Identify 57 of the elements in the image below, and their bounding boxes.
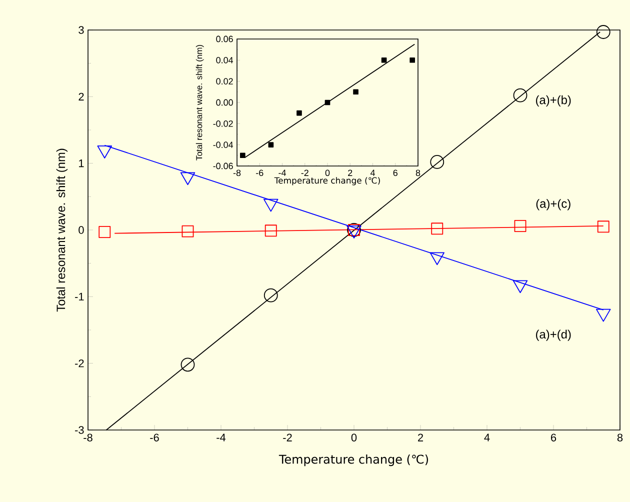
point — [264, 224, 277, 237]
x-axis-title: Temperature change (℃) — [274, 177, 380, 186]
y-tick-label: 0 — [78, 226, 84, 234]
text: (a)+(d) — [536, 330, 571, 341]
x-axis-title: Temperature change (℃) — [278, 454, 428, 466]
point — [410, 57, 415, 63]
x-tick-label: -6 — [150, 434, 159, 442]
point — [430, 155, 444, 169]
x-tick-label: 8 — [617, 434, 623, 442]
x-tick-label: 2 — [418, 434, 423, 442]
point — [353, 89, 358, 95]
x-tick-label: 0 — [351, 434, 357, 442]
point — [597, 220, 610, 233]
point — [596, 25, 610, 39]
x-tick-label: -2 — [301, 170, 308, 176]
point — [240, 152, 246, 158]
x-tick-label: 8 — [416, 170, 420, 176]
x-tick-label: -4 — [278, 170, 286, 176]
y-tick-label: 1 — [79, 160, 84, 168]
point — [513, 88, 528, 102]
y-tick-label: 2 — [78, 92, 84, 100]
point — [381, 57, 387, 63]
x-tick-label: -6 — [256, 170, 264, 176]
y-tick-label: -0.04 — [213, 142, 234, 148]
y-tick-label: 0.04 — [216, 56, 234, 64]
x-tick-label: 6 — [551, 434, 556, 442]
y-tick-label: -3 — [75, 426, 84, 434]
x-tick-label: 6 — [393, 170, 398, 176]
y-tick-label: 0.00 — [216, 99, 233, 106]
series-label: (a)+(b) — [536, 95, 571, 107]
y-tick-label: -0.06 — [213, 162, 233, 170]
y-tick-label: 0.06 — [216, 36, 233, 42]
point — [268, 142, 274, 148]
point — [182, 225, 194, 238]
point — [264, 288, 278, 302]
x-tick-label: -2 — [283, 434, 292, 442]
point — [514, 220, 526, 232]
point — [431, 222, 444, 235]
x-tick-label: -4 — [216, 434, 226, 442]
y-tick-label: 3 — [78, 26, 84, 34]
y-axis-title: Total resonant wave. shift (nm) — [56, 148, 68, 312]
point — [98, 226, 111, 238]
point — [324, 100, 330, 106]
x-tick-label: -8 — [84, 434, 92, 442]
y-tick-label: -2 — [75, 360, 84, 368]
x-tick-label: 4 — [484, 434, 490, 442]
y-tick-label: 0.02 — [216, 78, 233, 84]
x-tick-label: -8 — [233, 170, 241, 176]
y-tick-label: -1 — [75, 292, 84, 300]
y-tick-label: -0.02 — [213, 120, 233, 127]
point — [296, 110, 302, 116]
point — [180, 358, 195, 372]
x-tick-label: 4 — [370, 170, 375, 176]
y-axis-title: Total resonant wave. shift (nm) — [196, 44, 204, 160]
series-label: (a)+(c) — [536, 199, 570, 210]
x-tick-label: 0 — [325, 170, 330, 176]
x-tick-label: 2 — [348, 170, 352, 176]
